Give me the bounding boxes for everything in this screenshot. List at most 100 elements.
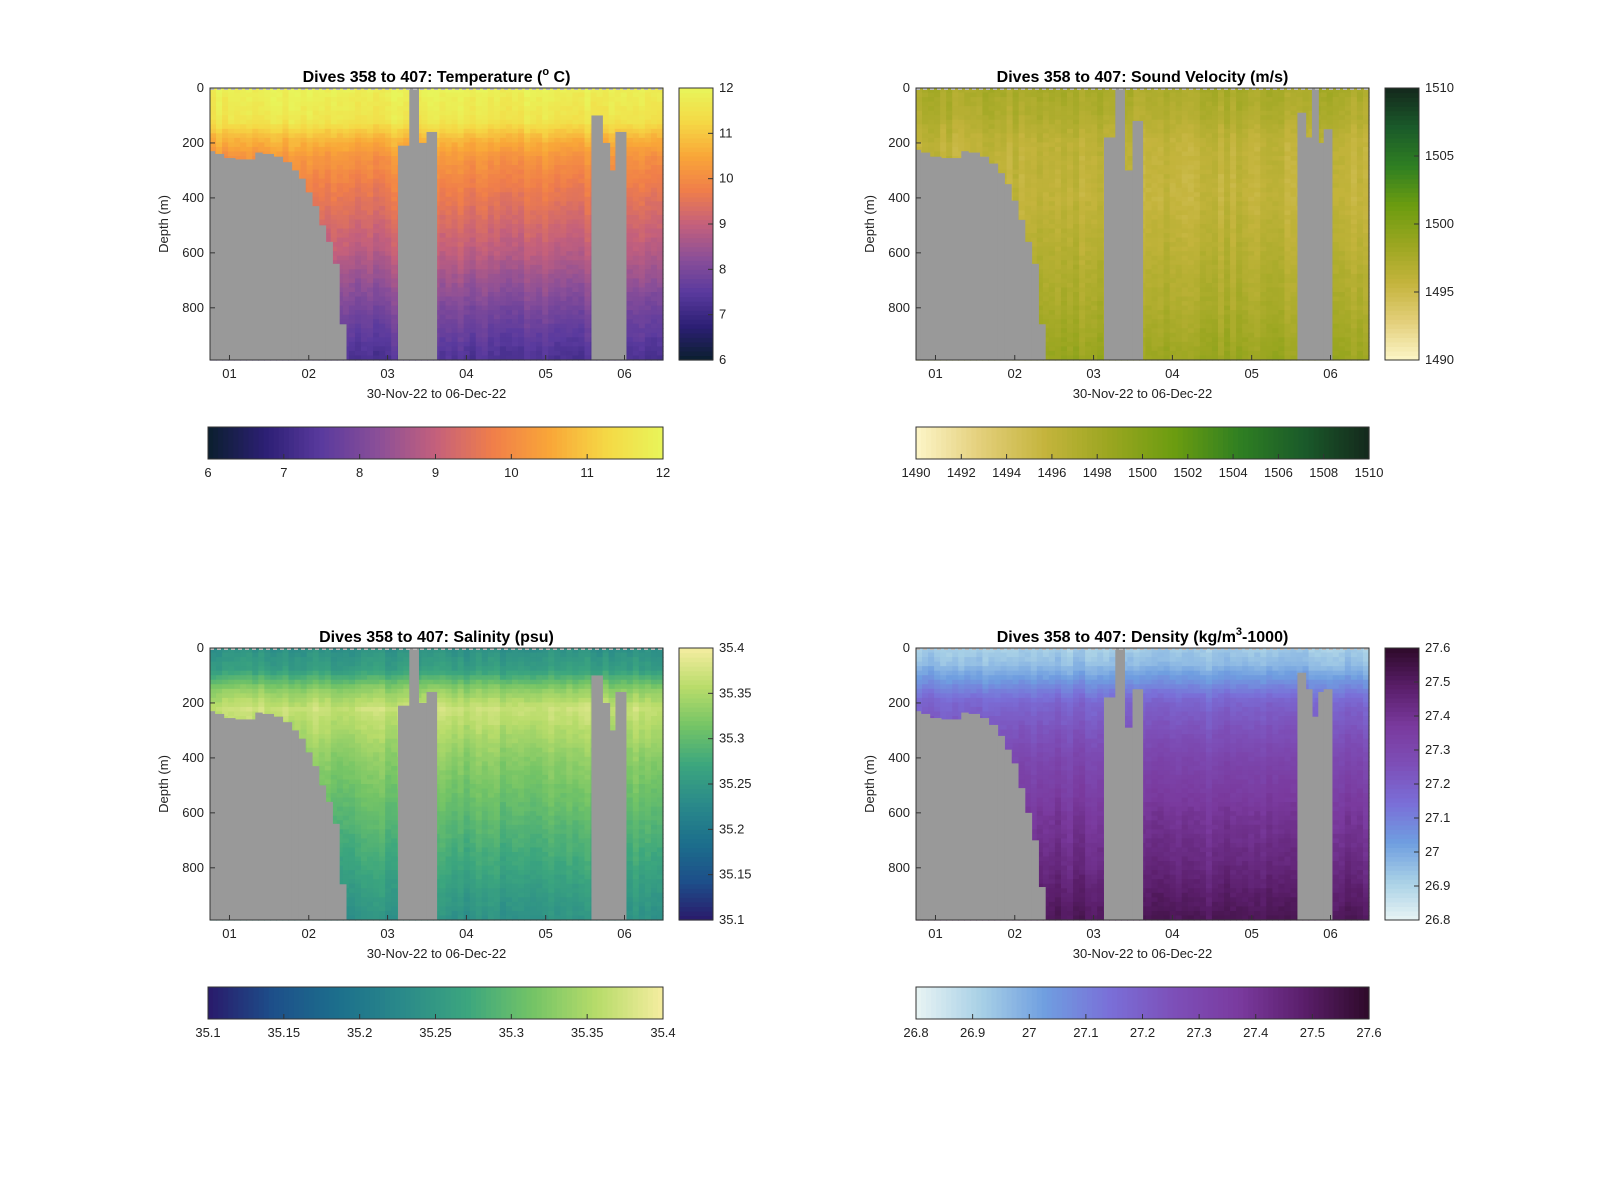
heatmap-cell [518, 88, 525, 94]
heatmap-cell [300, 97, 308, 103]
heatmap-cell [481, 242, 489, 248]
heatmap-cell [499, 160, 507, 166]
heatmap-cell [463, 169, 471, 175]
heatmap-cell [632, 169, 640, 175]
heatmap-cell [656, 296, 664, 302]
heatmap-cell [584, 137, 592, 143]
heatmap-cell [391, 178, 398, 184]
heatmap-cell [487, 224, 495, 230]
heatmap-cell [451, 142, 459, 148]
heatmap-cell [608, 97, 616, 103]
heatmap-cell [632, 332, 640, 338]
heatmap-cell [264, 92, 271, 98]
heatmap-cell [306, 183, 314, 189]
heatmap-cell [391, 146, 398, 153]
heatmap-cell [336, 88, 344, 94]
heatmap-cell [324, 160, 332, 166]
heatmap-cell [391, 228, 398, 234]
heatmap-cell [222, 115, 229, 121]
heatmap-cell [445, 314, 453, 320]
heatmap-cell [656, 178, 664, 184]
heatmap-cell [222, 92, 229, 98]
heatmap-cell [385, 319, 392, 325]
heatmap-cell [373, 314, 380, 320]
heatmap-cell [542, 137, 549, 143]
heatmap-cell [457, 88, 465, 94]
heatmap-cell [385, 106, 392, 112]
heatmap-cell [439, 124, 447, 130]
heatmap-cell [548, 214, 555, 221]
heatmap-cell [439, 346, 447, 352]
heatmap-cell [336, 142, 344, 148]
heatmap-cell [336, 287, 344, 293]
heatmap-cell [385, 296, 392, 302]
heatmap-cell [276, 106, 284, 112]
heatmap-cell [330, 260, 338, 266]
colorbar-swatch [486, 427, 492, 459]
heatmap-cell [367, 350, 374, 357]
heatmap-cell [566, 178, 573, 184]
heatmap-cell [584, 183, 592, 189]
heatmap-cell [475, 287, 483, 293]
colorbar-swatch [526, 427, 533, 459]
colorbar-swatch [679, 337, 713, 343]
heatmap-cell [330, 106, 338, 112]
heatmap-cell [252, 124, 259, 130]
heatmap-cell [324, 146, 332, 153]
heatmap-cell [445, 269, 453, 275]
heatmap-cell [216, 106, 223, 112]
heatmap-cell [469, 341, 477, 347]
heatmap-cell [632, 328, 640, 334]
heatmap-cell [487, 260, 495, 266]
heatmap-cell [463, 323, 471, 329]
heatmap-cell [530, 346, 537, 352]
heatmap-cell [566, 174, 573, 180]
heatmap-cell [934, 115, 941, 121]
heatmap-cell [505, 350, 513, 357]
heatmap-cell [638, 133, 646, 139]
heatmap-cell [252, 119, 259, 125]
heatmap-cell [318, 169, 326, 175]
heatmap-cell [560, 328, 567, 334]
colorbar-swatch [551, 427, 558, 459]
heatmap-cell [572, 174, 580, 180]
heatmap-cell [499, 292, 507, 298]
heatmap-cell [530, 228, 537, 234]
heatmap-cell [524, 205, 531, 211]
heatmap-cell [656, 205, 664, 211]
heatmap-cell [518, 305, 525, 311]
heatmap-cell [578, 205, 586, 211]
heatmap-cell [638, 201, 646, 207]
heatmap-cell [258, 92, 265, 98]
heatmap-cell [481, 323, 489, 329]
heatmap-cell [512, 142, 519, 148]
heatmap-cell [578, 251, 586, 257]
heatmap-cell [391, 264, 398, 270]
heatmap-cell [524, 219, 531, 225]
heatmap-cell [457, 282, 465, 289]
heatmap-cell [294, 133, 302, 139]
heatmap-cell [294, 156, 302, 162]
heatmap-cell [318, 92, 326, 98]
heatmap-cell [505, 287, 513, 293]
heatmap-cell [445, 282, 453, 289]
heatmap-cell [391, 196, 398, 202]
heatmap-cell [457, 296, 465, 302]
heatmap-cell [566, 106, 573, 112]
heatmap-cell [361, 264, 368, 270]
heatmap-cell [324, 119, 332, 125]
y-tick-label: 200 [182, 135, 204, 150]
heatmap-cell [512, 210, 519, 216]
heatmap-cell [512, 246, 519, 252]
heatmap-cell [282, 146, 290, 153]
heatmap-cell [602, 128, 610, 134]
heatmap-cell [499, 314, 507, 320]
heatmap-cell [632, 282, 640, 289]
heatmap-cell [512, 355, 519, 361]
heatmap-cell [530, 305, 537, 311]
heatmap-cell [626, 187, 634, 193]
heatmap-cell [475, 178, 483, 184]
heatmap-cell [348, 341, 356, 347]
heatmap-cell [354, 287, 362, 293]
heatmap-cell [336, 187, 344, 193]
